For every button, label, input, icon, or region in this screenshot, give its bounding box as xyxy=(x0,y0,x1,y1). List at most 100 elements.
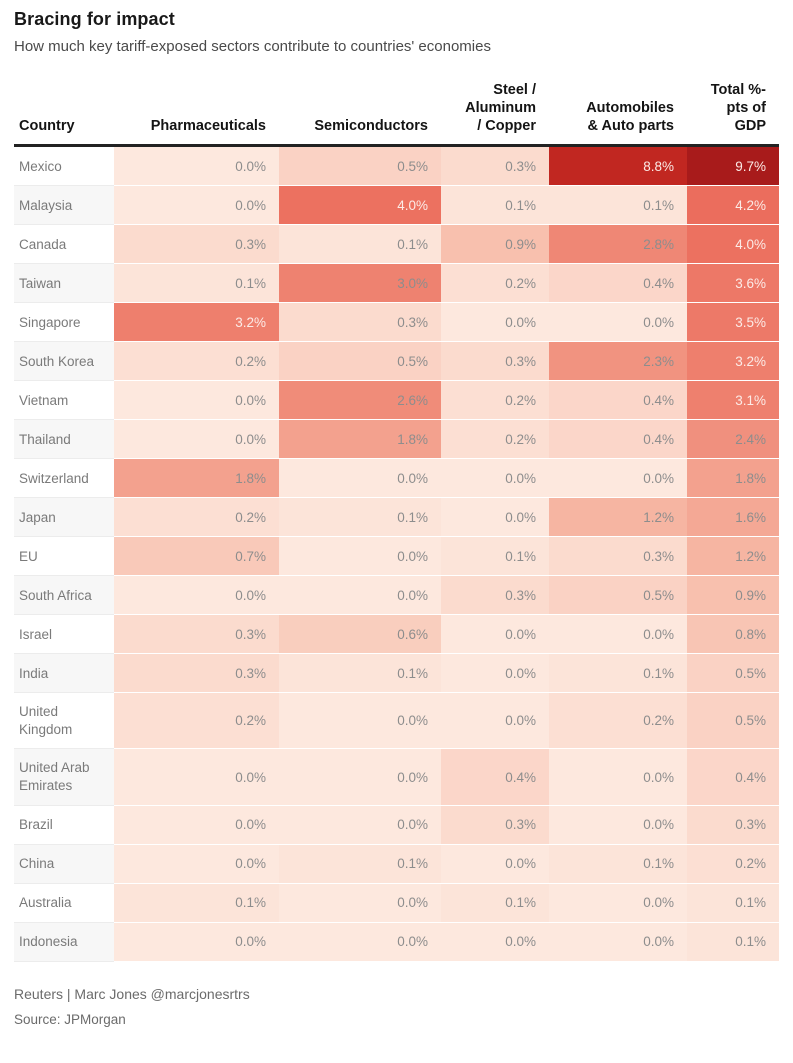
table-row: Brazil 0.0% 0.0% 0.3% 0.0% 0.3% xyxy=(14,805,779,845)
value-cell: 0.0% xyxy=(114,186,279,226)
value-cell: 0.0% xyxy=(549,805,687,845)
value-cell: 0.3% xyxy=(441,576,549,616)
value-cell: 0.3% xyxy=(279,303,441,343)
value-cell: 0.7% xyxy=(114,537,279,577)
value-cell: 0.1% xyxy=(549,844,687,884)
value-cell: 0.2% xyxy=(549,693,687,750)
country-cell: Israel xyxy=(14,615,114,655)
value-cell: 2.8% xyxy=(549,225,687,265)
country-cell: Brazil xyxy=(14,805,114,845)
value-cell: 3.2% xyxy=(114,303,279,343)
table-row: Malaysia 0.0% 4.0% 0.1% 0.1% 4.2% xyxy=(14,186,779,226)
value-cell: 0.0% xyxy=(114,922,279,962)
value-cell: 0.0% xyxy=(549,749,687,806)
value-cell: 4.0% xyxy=(687,225,779,265)
column-header: Pharmaceuticals xyxy=(150,118,266,135)
value-cell: 0.2% xyxy=(114,342,279,382)
value-cell: 0.2% xyxy=(441,381,549,421)
value-cell: 0.0% xyxy=(441,498,549,538)
value-cell: 0.0% xyxy=(279,459,441,499)
table-row: United Arab Emirates 0.0% 0.0% 0.4% 0.0% 0.4% xyxy=(14,749,779,806)
footer-source: Source: JPMorgan xyxy=(14,1011,126,1027)
value-cell: 0.1% xyxy=(687,883,779,923)
table-row: South Africa 0.0% 0.0% 0.3% 0.5% 0.9% xyxy=(14,576,779,616)
value-cell: 0.5% xyxy=(687,654,779,694)
footer-credit: Reuters | Marc Jones @marcjonesrtrs xyxy=(14,985,250,1002)
value-cell: 0.4% xyxy=(441,749,549,806)
value-cell: 0.3% xyxy=(114,225,279,265)
value-cell: 0.0% xyxy=(279,805,441,845)
value-cell: 0.6% xyxy=(279,615,441,655)
value-cell: 0.3% xyxy=(441,147,549,187)
value-cell: 0.3% xyxy=(549,537,687,577)
heatmap-table: Country Pharmaceuticals Semiconductors Stee… xyxy=(14,81,779,962)
value-cell: 0.1% xyxy=(441,537,549,577)
table-row: China 0.0% 0.1% 0.0% 0.1% 0.2% xyxy=(14,844,779,884)
table-row: Mexico 0.0% 0.5% 0.3% 8.8% 9.7% xyxy=(14,147,779,187)
country-cell: Switzerland xyxy=(14,459,114,499)
value-cell: 0.0% xyxy=(441,615,549,655)
table-row: Switzerland 1.8% 0.0% 0.0% 0.0% 1.8% xyxy=(14,459,779,499)
table-row: Australia 0.1% 0.0% 0.1% 0.0% 0.1% xyxy=(14,883,779,923)
country-cell: Taiwan xyxy=(14,264,114,304)
value-cell: 0.0% xyxy=(279,537,441,577)
value-cell: 2.6% xyxy=(279,381,441,421)
table-row: India 0.3% 0.1% 0.0% 0.1% 0.5% xyxy=(14,654,779,694)
country-cell: Canada xyxy=(14,225,114,265)
value-cell: 0.2% xyxy=(441,264,549,304)
value-cell: 0.0% xyxy=(114,381,279,421)
value-cell: 3.5% xyxy=(687,303,779,343)
footer: Reuters | Marc Jones @marcjonesrtrs Sour… xyxy=(0,986,793,1027)
value-cell: 0.0% xyxy=(549,922,687,962)
value-cell: 0.0% xyxy=(114,844,279,884)
value-cell: 0.1% xyxy=(687,922,779,962)
table-row: Israel 0.3% 0.6% 0.0% 0.0% 0.8% xyxy=(14,615,779,655)
value-cell: 0.0% xyxy=(441,922,549,962)
value-cell: 0.1% xyxy=(279,225,441,265)
table-row: Taiwan 0.1% 3.0% 0.2% 0.4% 3.6% xyxy=(14,264,779,304)
value-cell: 3.6% xyxy=(687,264,779,304)
column-header: Semiconductors xyxy=(314,118,428,135)
column-header: Steel / Aluminum / Copper xyxy=(465,82,536,135)
value-cell: 0.4% xyxy=(549,264,687,304)
value-cell: 0.0% xyxy=(114,576,279,616)
page-subtitle: How much key tariff-exposed sectors cont… xyxy=(14,38,491,55)
country-cell: Australia xyxy=(14,883,114,923)
value-cell: 0.0% xyxy=(441,693,549,750)
value-cell: 0.3% xyxy=(114,615,279,655)
value-cell: 0.5% xyxy=(687,693,779,750)
value-cell: 1.6% xyxy=(687,498,779,538)
value-cell: 0.0% xyxy=(441,459,549,499)
value-cell: 0.4% xyxy=(549,420,687,460)
table-row: South Korea 0.2% 0.5% 0.3% 2.3% 3.2% xyxy=(14,342,779,382)
table-body: Mexico 0.0% 0.5% 0.3% 8.8% 9.7% Malaysia 0.0% 4.… xyxy=(14,147,779,962)
country-cell: Singapore xyxy=(14,303,114,343)
value-cell: 0.0% xyxy=(114,420,279,460)
country-cell: Thailand xyxy=(14,420,114,460)
value-cell: 3.0% xyxy=(279,264,441,304)
value-cell: 0.4% xyxy=(549,381,687,421)
value-cell: 0.0% xyxy=(549,303,687,343)
country-cell: India xyxy=(14,654,114,694)
country-cell: Vietnam xyxy=(14,381,114,421)
value-cell: 0.0% xyxy=(114,805,279,845)
value-cell: 0.9% xyxy=(441,225,549,265)
table-row: Thailand 0.0% 1.8% 0.2% 0.4% 2.4% xyxy=(14,420,779,460)
country-cell: South Korea xyxy=(14,342,114,382)
value-cell: 0.1% xyxy=(441,883,549,923)
value-cell: 4.2% xyxy=(687,186,779,226)
value-cell: 0.0% xyxy=(441,654,549,694)
value-cell: 0.5% xyxy=(549,576,687,616)
value-cell: 1.8% xyxy=(279,420,441,460)
value-cell: 9.7% xyxy=(687,147,779,187)
value-cell: 1.2% xyxy=(549,498,687,538)
value-cell: 0.2% xyxy=(114,693,279,750)
column-header: Total %- pts of GDP xyxy=(710,82,766,135)
table-row: Vietnam 0.0% 2.6% 0.2% 0.4% 3.1% xyxy=(14,381,779,421)
value-cell: 3.2% xyxy=(687,342,779,382)
value-cell: 0.3% xyxy=(441,342,549,382)
table-row: Indonesia 0.0% 0.0% 0.0% 0.0% 0.1% xyxy=(14,922,779,962)
value-cell: 2.3% xyxy=(549,342,687,382)
value-cell: 0.0% xyxy=(441,303,549,343)
value-cell: 0.1% xyxy=(114,264,279,304)
